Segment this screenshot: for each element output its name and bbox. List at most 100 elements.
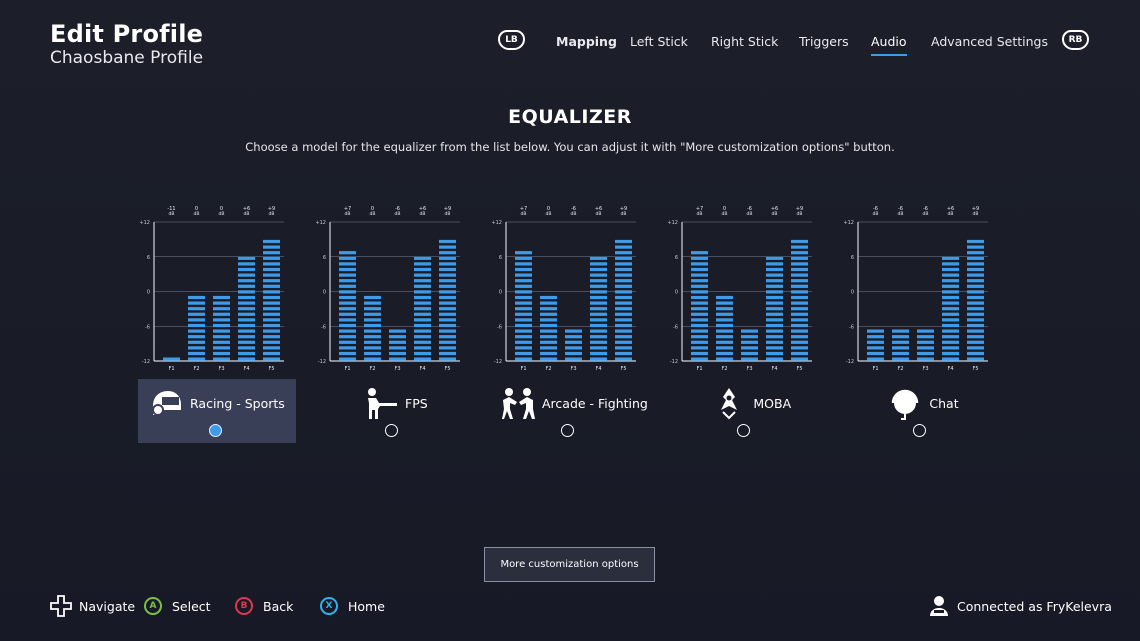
y-tick-label: -6: [145, 324, 150, 330]
preset-card-fps[interactable]: +12 6 0 -6 -12 +7 dB F1 0 dB F2 -6 dB F3 +6 dB F4 +9 dB F5 F…: [314, 200, 490, 445]
eq-bar-segment: [590, 262, 607, 266]
preset-card-moba[interactable]: +12 6 0 -6 -12 +7 dB F1 0 dB F2 -6 dB F3 +6 dB F4 +9 dB F5 M…: [666, 200, 842, 445]
eq-bar-F5: [263, 239, 280, 361]
rb-bumper-icon[interactable]: RB: [1062, 30, 1089, 50]
band-value-label: +9: [444, 206, 451, 212]
eq-bar-segment: [892, 346, 909, 350]
eq-bar-segment: [590, 335, 607, 339]
eq-bar-segment: [364, 340, 381, 344]
preset-radio[interactable]: [209, 424, 222, 437]
eq-bar-segment: [364, 295, 381, 300]
eq-bar-segment: [439, 323, 456, 328]
y-tick-label: 0: [675, 290, 678, 296]
preset-card-racing-sports[interactable]: +12 6 0 -6 -12 -11 dB F1 0 dB F2 0 dB F3 +6 dB F4 +9 dB F5 R…: [138, 200, 314, 445]
eq-bar-segment: [867, 329, 884, 333]
eq-bar-segment: [439, 267, 456, 272]
home-hint[interactable]: X Home: [320, 596, 385, 616]
band-unit-label: dB: [747, 211, 753, 217]
band-name-label: F4: [947, 366, 953, 370]
eq-bar-segment: [590, 312, 607, 316]
eq-bar-segment: [917, 340, 934, 344]
eq-bar-segment: [339, 295, 356, 300]
eq-bar-segment: [213, 340, 230, 344]
eq-bar-segment: [615, 329, 632, 333]
eq-bar-segment: [892, 351, 909, 356]
band-name-label: F1: [696, 366, 702, 370]
eq-bar-segment: [364, 357, 381, 361]
tab-advanced-settings[interactable]: Advanced Settings: [931, 34, 1048, 49]
eq-bar-segment: [766, 340, 783, 344]
eq-bar-segment: [238, 295, 255, 300]
eq-bar-segment: [615, 340, 632, 344]
y-tick-label: +12: [843, 220, 854, 226]
eq-bar-segment: [967, 340, 984, 344]
eq-bar-segment: [213, 301, 230, 305]
eq-bar-F4: [766, 256, 783, 361]
eq-bar-segment: [540, 301, 557, 305]
eq-bar-segment: [263, 357, 280, 361]
eq-bar-segment: [615, 267, 632, 272]
eq-bar-segment: [691, 323, 708, 328]
lb-bumper-icon[interactable]: LB: [498, 30, 525, 50]
band-name-label: F1: [344, 366, 350, 370]
eq-bar-segment: [439, 335, 456, 339]
eq-bar-segment: [766, 273, 783, 277]
eq-bar-segment: [590, 340, 607, 344]
tab-left-stick[interactable]: Left Stick: [630, 34, 688, 49]
band-value-label: +9: [620, 206, 627, 212]
preset-card-chat[interactable]: +12 6 0 -6 -12 -6 dB F1 -6 dB F2 -6 dB F3 +6 dB F4 +9 dB F5…: [842, 200, 1018, 445]
more-customization-button[interactable]: More customization options: [484, 547, 655, 582]
eq-bar-segment: [691, 335, 708, 339]
eq-bar-segment: [867, 340, 884, 344]
eq-bar-segment: [867, 357, 884, 361]
eq-bar-segment: [791, 290, 808, 294]
eq-bar-segment: [339, 256, 356, 260]
eq-bar-segment: [967, 251, 984, 255]
preset-card-arcade-fighting[interactable]: +12 6 0 -6 -12 +7 dB F1 0 dB F2 -6 dB F3 +6 dB F4 +9 dB F5 A…: [490, 200, 666, 445]
eq-bar-segment: [414, 290, 431, 294]
eq-bar-segment: [439, 301, 456, 305]
eq-bar-segment: [515, 256, 532, 260]
eq-bar-segment: [364, 301, 381, 305]
tab-right-stick[interactable]: Right Stick: [711, 34, 779, 49]
eq-bar-segment: [339, 251, 356, 255]
preset-radio[interactable]: [913, 424, 926, 437]
eq-bar-segment: [691, 329, 708, 333]
band-unit-label: dB: [898, 211, 904, 217]
page-title: Edit Profile: [50, 20, 204, 48]
back-hint[interactable]: B Back: [235, 596, 293, 616]
tab-audio[interactable]: Audio: [871, 34, 907, 56]
eq-bar-segment: [942, 329, 959, 333]
eq-bar-segment: [263, 279, 280, 283]
eq-bar-segment: [414, 335, 431, 339]
eq-bar-segment: [615, 273, 632, 277]
eq-bar-segment: [263, 307, 280, 311]
band-value-label: +9: [268, 206, 275, 212]
eq-bar-segment: [791, 251, 808, 255]
band-value-label: -6: [395, 206, 400, 212]
eq-bar-segment: [364, 323, 381, 328]
eq-bar-segment: [691, 262, 708, 266]
preset-radio[interactable]: [385, 424, 398, 437]
equalizer-title: EQUALIZER: [508, 106, 632, 128]
eq-bar-segment: [766, 256, 783, 260]
preset-radio[interactable]: [737, 424, 750, 437]
preset-radio[interactable]: [561, 424, 574, 437]
eq-bar-segment: [791, 262, 808, 266]
tab-triggers[interactable]: Triggers: [799, 34, 849, 49]
back-label: Back: [263, 598, 294, 614]
eq-bar-segment: [967, 323, 984, 328]
eq-bar-segment: [791, 318, 808, 322]
select-hint[interactable]: A Select: [144, 596, 211, 616]
eq-bar-segment: [917, 329, 934, 333]
tab-mapping[interactable]: Mapping: [556, 34, 617, 49]
band-name-label: F2: [545, 366, 551, 370]
eq-bar-segment: [691, 346, 708, 350]
eq-bar-segment: [791, 357, 808, 361]
eq-bar-segment: [515, 318, 532, 322]
eq-bar-segment: [339, 267, 356, 272]
eq-bar-segment: [691, 295, 708, 300]
eq-bar-segment: [615, 301, 632, 305]
eq-bar-segment: [339, 312, 356, 316]
